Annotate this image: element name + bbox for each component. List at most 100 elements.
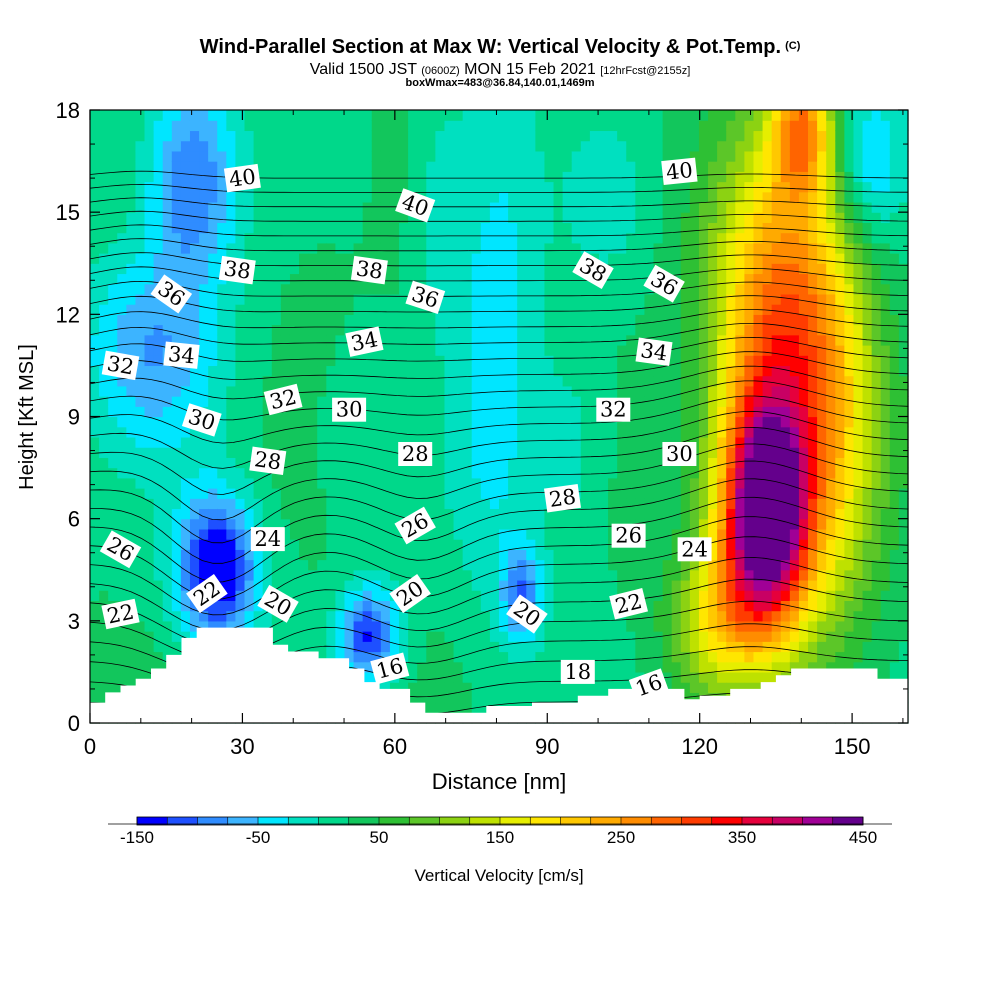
velocity-cell bbox=[480, 579, 491, 591]
velocity-cell bbox=[199, 232, 209, 244]
velocity-cell bbox=[744, 110, 755, 121]
velocity-cell bbox=[499, 498, 509, 510]
velocity-cell bbox=[771, 324, 782, 336]
velocity-cell bbox=[535, 396, 546, 407]
velocity-cell bbox=[762, 631, 773, 642]
velocity-cell bbox=[480, 242, 491, 254]
velocity-cell bbox=[780, 365, 791, 377]
velocity-cell bbox=[580, 477, 591, 489]
velocity-cell bbox=[226, 590, 237, 601]
velocity-cell bbox=[798, 181, 809, 193]
velocity-cell bbox=[253, 334, 264, 346]
velocity-cell bbox=[835, 304, 845, 315]
velocity-cell bbox=[108, 631, 118, 642]
velocity-cell bbox=[253, 201, 264, 213]
velocity-cell bbox=[171, 528, 182, 540]
velocity-cell bbox=[153, 171, 164, 183]
velocity-cell bbox=[471, 590, 482, 601]
velocity-cell bbox=[135, 457, 146, 469]
velocity-cell bbox=[371, 201, 382, 213]
velocity-cell bbox=[544, 110, 555, 121]
velocity-cell bbox=[262, 181, 273, 193]
velocity-cell bbox=[99, 120, 109, 132]
velocity-cell bbox=[299, 559, 309, 571]
velocity-cell bbox=[162, 242, 173, 254]
velocity-cell bbox=[317, 610, 327, 622]
velocity-cell bbox=[644, 375, 655, 387]
velocity-cell bbox=[226, 110, 237, 121]
velocity-cell bbox=[626, 293, 636, 305]
velocity-cell bbox=[180, 283, 191, 295]
velocity-cell bbox=[817, 222, 827, 234]
velocity-cell bbox=[144, 304, 155, 315]
velocity-cell bbox=[353, 508, 364, 520]
velocity-cell bbox=[726, 375, 736, 387]
velocity-cell bbox=[526, 232, 536, 244]
velocity-cell bbox=[335, 324, 346, 336]
velocity-cell bbox=[99, 661, 109, 673]
velocity-cell bbox=[153, 651, 164, 663]
velocity-cell bbox=[244, 232, 255, 244]
velocity-cell bbox=[680, 110, 691, 121]
velocity-cell bbox=[562, 171, 573, 183]
velocity-cell bbox=[626, 150, 636, 162]
velocity-cell bbox=[462, 447, 473, 458]
velocity-cell bbox=[653, 651, 664, 663]
velocity-cell bbox=[453, 263, 464, 275]
velocity-cell bbox=[526, 396, 536, 407]
velocity-cell bbox=[526, 110, 536, 121]
velocity-cell bbox=[235, 477, 246, 489]
velocity-cell bbox=[90, 242, 100, 254]
velocity-cell bbox=[308, 120, 318, 132]
velocity-cell bbox=[598, 324, 609, 336]
velocity-cell bbox=[299, 406, 309, 418]
velocity-cell bbox=[562, 201, 573, 213]
velocity-cell bbox=[144, 671, 155, 683]
velocity-cell bbox=[508, 201, 518, 213]
velocity-cell bbox=[235, 140, 246, 152]
velocity-cell bbox=[480, 518, 491, 530]
velocity-cell bbox=[671, 385, 682, 397]
velocity-cell bbox=[162, 314, 173, 326]
velocity-cell bbox=[726, 365, 736, 377]
velocity-cell bbox=[589, 385, 600, 397]
velocity-cell bbox=[617, 549, 627, 561]
velocity-cell bbox=[444, 375, 455, 387]
velocity-cell bbox=[762, 385, 773, 397]
velocity-cell bbox=[317, 304, 327, 315]
velocity-cell bbox=[708, 651, 718, 663]
velocity-cell bbox=[380, 171, 391, 183]
velocity-cell bbox=[780, 549, 791, 561]
velocity-cell bbox=[635, 385, 646, 397]
velocity-cell bbox=[280, 263, 291, 275]
velocity-cell bbox=[726, 416, 736, 428]
velocity-cell bbox=[271, 549, 282, 561]
velocity-cell bbox=[444, 692, 455, 704]
velocity-cell bbox=[199, 324, 209, 336]
velocity-cell bbox=[826, 508, 836, 520]
velocity-cell bbox=[444, 334, 455, 346]
velocity-cell bbox=[126, 590, 137, 601]
velocity-cell bbox=[671, 600, 682, 612]
velocity-cell bbox=[589, 161, 600, 172]
velocity-cell bbox=[135, 161, 146, 172]
velocity-cell bbox=[153, 242, 164, 254]
velocity-cell bbox=[526, 539, 536, 550]
velocity-cell bbox=[208, 130, 218, 142]
velocity-cell bbox=[226, 344, 237, 356]
velocity-cell bbox=[135, 488, 146, 499]
velocity-cell bbox=[626, 549, 636, 561]
velocity-cell bbox=[162, 477, 173, 489]
velocity-cell bbox=[208, 528, 218, 540]
velocity-cell bbox=[144, 253, 155, 264]
velocity-cell bbox=[798, 161, 809, 172]
velocity-cell bbox=[726, 304, 736, 315]
velocity-cell bbox=[389, 559, 400, 571]
velocity-cell bbox=[762, 579, 773, 591]
velocity-cell bbox=[417, 355, 427, 367]
velocity-cell bbox=[353, 181, 364, 193]
velocity-cell bbox=[226, 293, 237, 305]
velocity-cell bbox=[771, 365, 782, 377]
velocity-cell bbox=[617, 457, 627, 469]
velocity-cell bbox=[335, 293, 346, 305]
